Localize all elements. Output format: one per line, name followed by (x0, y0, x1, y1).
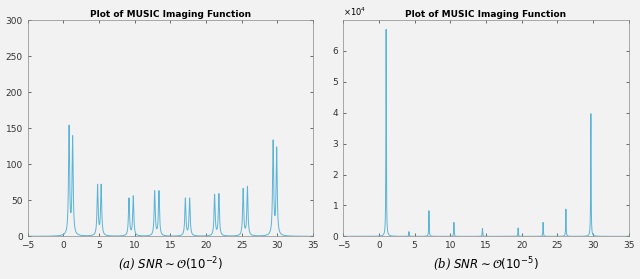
Title: Plot of MUSIC Imaging Function: Plot of MUSIC Imaging Function (405, 10, 566, 19)
X-axis label: (b) $SNR \sim \mathcal{O}(10^{-5})$: (b) $SNR \sim \mathcal{O}(10^{-5})$ (433, 256, 539, 273)
Text: $\times10^{4}$: $\times10^{4}$ (343, 6, 367, 18)
X-axis label: (a) $SNR \sim \mathcal{O}(10^{-2})$: (a) $SNR \sim \mathcal{O}(10^{-2})$ (118, 256, 223, 273)
Title: Plot of MUSIC Imaging Function: Plot of MUSIC Imaging Function (90, 10, 251, 19)
